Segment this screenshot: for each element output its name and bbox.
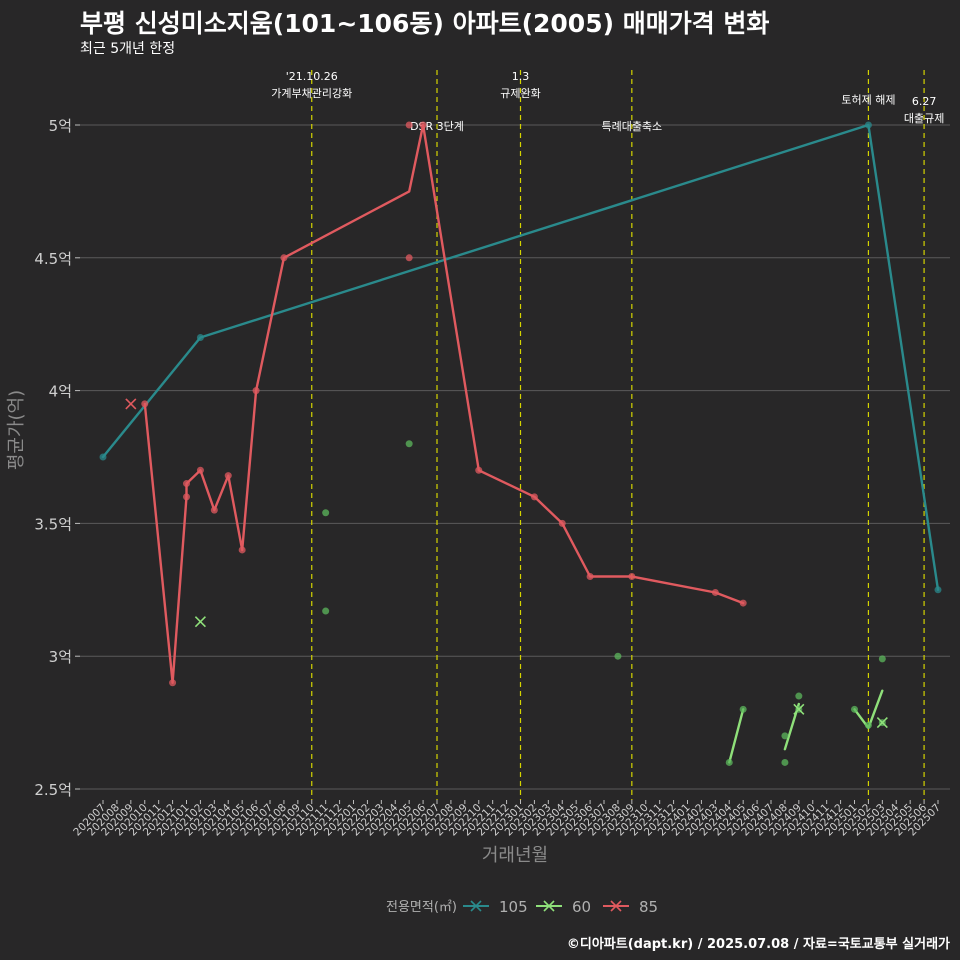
- chart-title: 부평 신성미소지움(101~106동) 아파트(2005) 매매가격 변화: [80, 9, 770, 38]
- series-85-point: [224, 472, 232, 480]
- series-85-point: [475, 466, 483, 474]
- series-60-point: [322, 509, 330, 517]
- y-tick-label: 4억: [49, 383, 72, 401]
- grid-layer: [80, 124, 950, 790]
- series-60-point: [795, 692, 803, 700]
- series-60-point: [405, 440, 413, 448]
- series-60-point: [878, 655, 886, 663]
- series-85-point: [558, 519, 566, 527]
- cross-stroke: [876, 717, 888, 729]
- y-tick-label: 4.5억: [34, 250, 72, 268]
- series-85-line: [143, 123, 745, 684]
- cross-stroke: [194, 616, 206, 628]
- series-60-cross-marker: [793, 703, 805, 715]
- y-tick-label: 3.5억: [34, 515, 72, 533]
- legend-key-cross: [470, 900, 482, 912]
- source-caption: ©디아파트(dapt.kr) / 2025.07.08 / 자료=국토교통부 실…: [566, 937, 950, 952]
- series-85-point: [183, 493, 190, 501]
- legend-item-60: 60: [536, 898, 591, 916]
- series-85-point: [419, 121, 427, 129]
- legend: 전용면적(㎡) 105 60 85: [386, 898, 658, 916]
- series-85-cross-marker: [125, 398, 137, 410]
- event-label: DSR 3단계: [410, 120, 464, 133]
- x-axis-title: 거래년월: [482, 845, 548, 866]
- series-85-point: [252, 387, 260, 395]
- series-85-point: [183, 480, 190, 488]
- y-tick-label: 3억: [49, 648, 72, 666]
- series-85-point: [405, 121, 413, 129]
- series-60-point: [781, 732, 789, 740]
- series-85-point: [711, 588, 719, 596]
- cross-stroke: [793, 703, 805, 715]
- legend-item-105: 105: [463, 898, 528, 916]
- series-60-point: [322, 607, 330, 615]
- legend-label: 85: [639, 898, 658, 916]
- series-60-cross-marker: [876, 717, 888, 729]
- event-label: 규제완화: [500, 87, 540, 100]
- series-85-point: [405, 254, 413, 262]
- legend-label: 60: [572, 898, 591, 916]
- series-105-point: [934, 586, 942, 594]
- series-85-point: [196, 466, 204, 474]
- legend-title: 전용면적(㎡): [386, 900, 457, 915]
- series-85-point: [530, 493, 538, 501]
- legend-key-cross: [543, 900, 555, 912]
- series-105-point: [99, 453, 107, 461]
- y-tick-label: 2.5억: [34, 781, 72, 799]
- event-label: 가계부채관리강화: [271, 87, 352, 100]
- event-label: 특례대출축소: [601, 120, 662, 133]
- event-label: 6.27: [912, 95, 937, 108]
- series-60-point: [851, 705, 858, 713]
- series-60-point: [781, 758, 789, 766]
- series-85-point: [141, 400, 149, 408]
- series-85-point: [628, 573, 636, 581]
- series-85-point: [210, 506, 218, 514]
- series-85-point: [280, 254, 288, 262]
- series-105-point: [196, 333, 204, 341]
- series-layer: [99, 121, 942, 766]
- series-85-point: [739, 599, 747, 607]
- event-label: 토허제 해제: [841, 92, 895, 106]
- series-105-point: [864, 121, 872, 129]
- series-105-line: [101, 123, 940, 591]
- legend-label: 105: [499, 898, 528, 916]
- event-label: 대출규제: [904, 112, 944, 125]
- y-axis-title: 평균가(억): [6, 390, 27, 470]
- event-label: '21.10.26: [286, 70, 338, 83]
- cross-stroke: [125, 398, 137, 410]
- series-85-point: [169, 679, 177, 687]
- legend-item-85: 85: [603, 898, 658, 916]
- series-60-point: [725, 758, 733, 766]
- series-60-point: [739, 705, 747, 713]
- series-60-cross-marker: [194, 616, 206, 628]
- series-60-point: [864, 721, 872, 729]
- axis-layer: 2.5억3억3.5억4억4.5억5억2020072020082020092020…: [6, 117, 943, 866]
- series-60-line: [728, 708, 745, 764]
- event-label: 1.3: [512, 70, 530, 83]
- y-tick-label: 5억: [49, 117, 72, 135]
- series-60-point: [614, 652, 622, 660]
- series-85-point: [238, 546, 246, 554]
- legend-key-cross: [610, 900, 622, 912]
- series-85-point: [586, 573, 594, 581]
- chart-subtitle: 최근 5개년 한정: [80, 41, 176, 57]
